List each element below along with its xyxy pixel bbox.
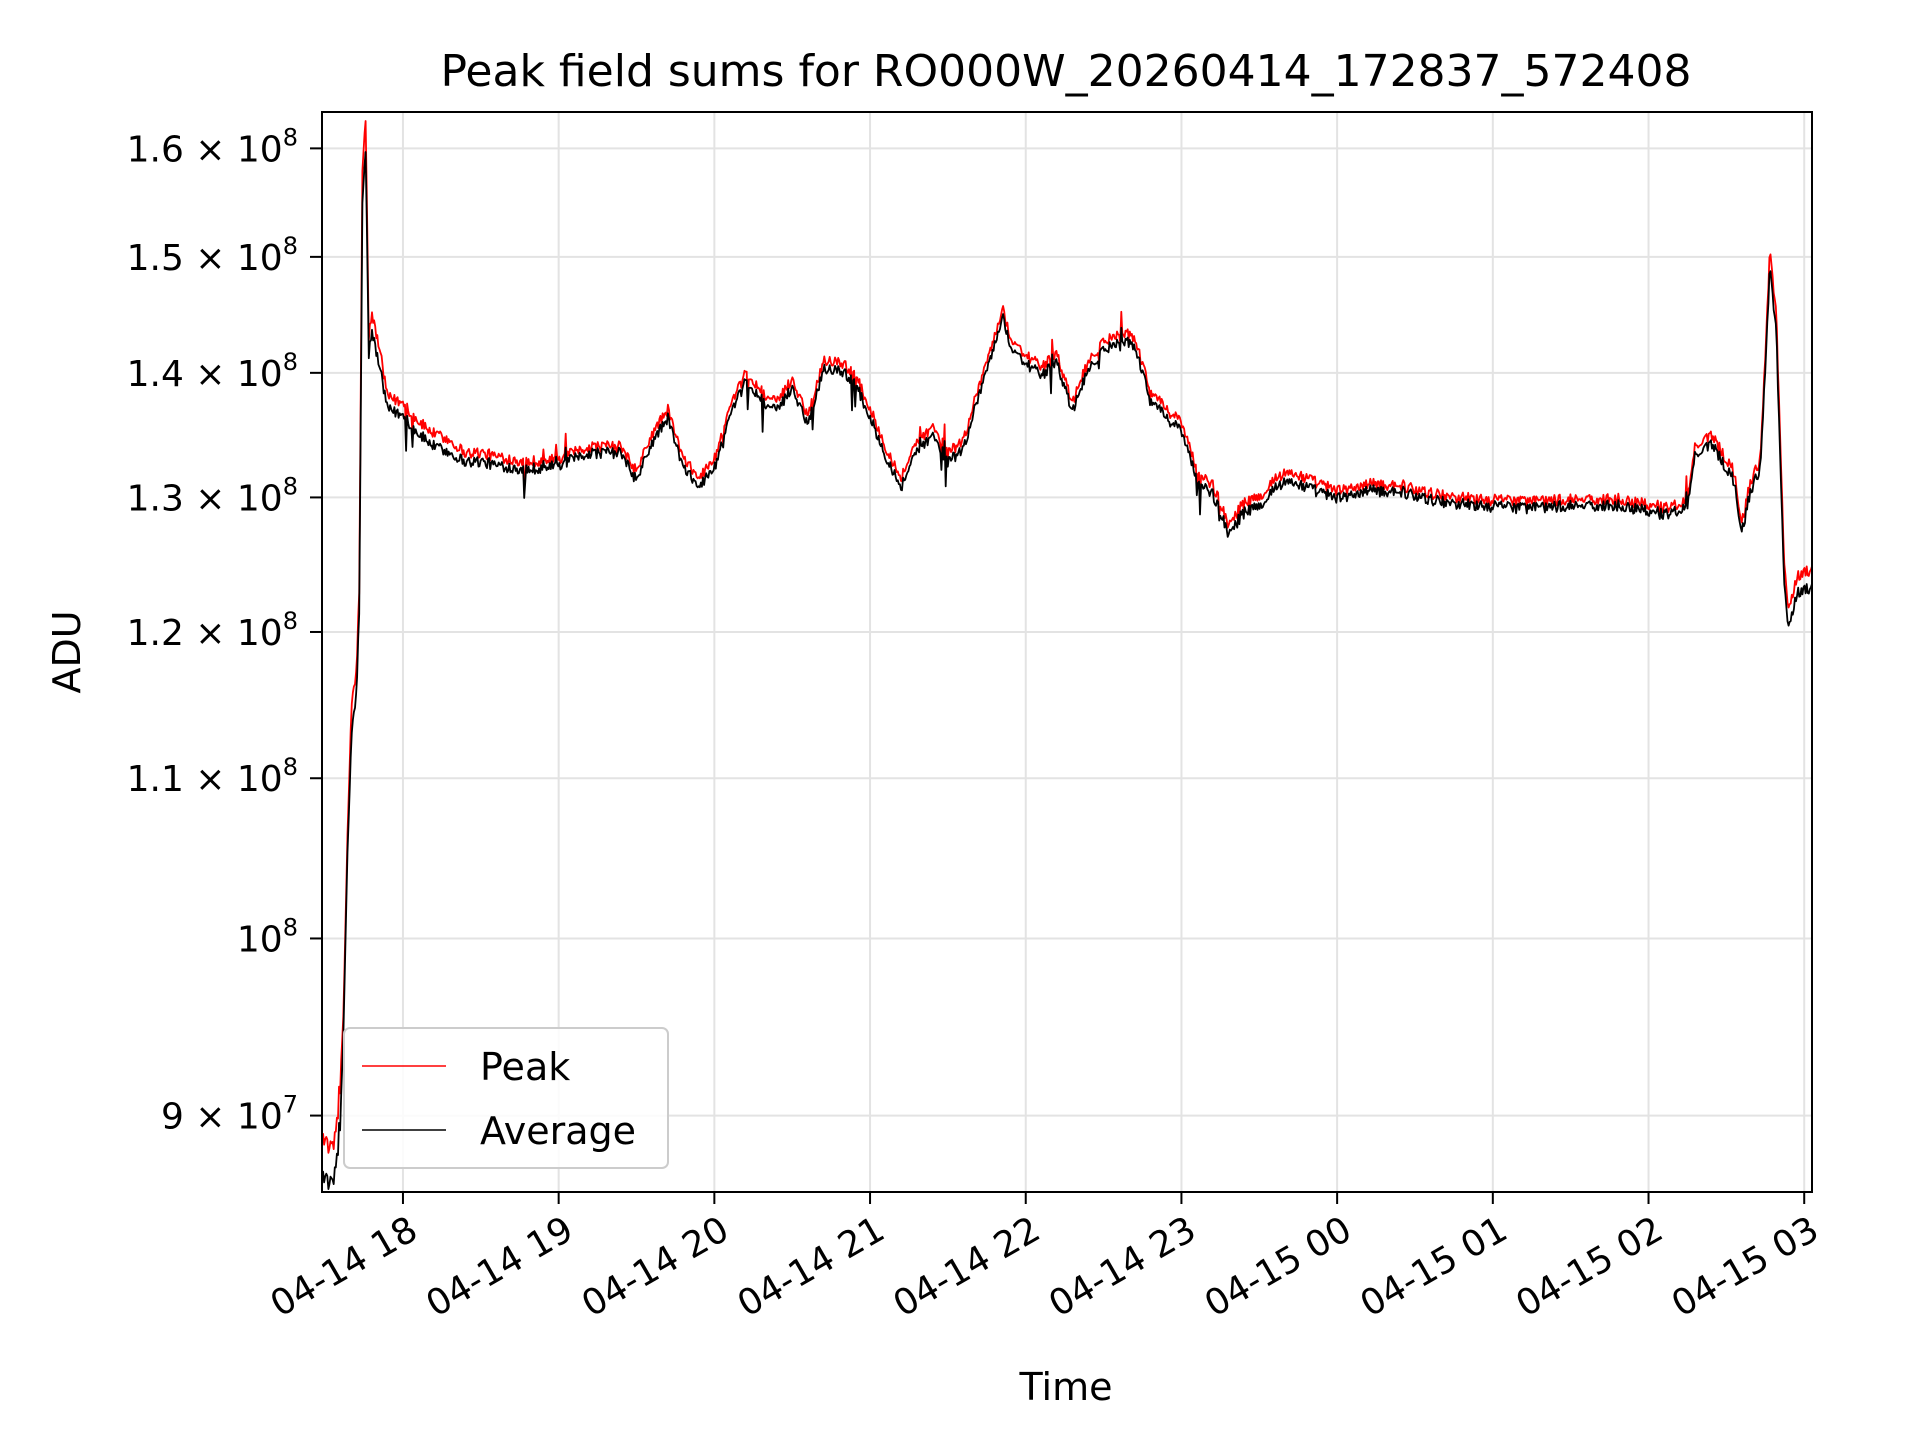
y-tick-exponent: 8 <box>283 913 298 941</box>
y-tick-mantissa: 9 × 10 <box>161 1097 283 1138</box>
y-tick-mantissa: 1.3 × 10 <box>127 478 283 519</box>
y-tick-mantissa: 1.5 × 10 <box>127 238 283 279</box>
y-tick-label: 1.6 × 108 <box>127 123 298 170</box>
grid <box>322 112 1812 1192</box>
legend-box <box>343 1027 669 1169</box>
legend-label-average: Average <box>480 1109 636 1153</box>
legend: Peak Average <box>343 1027 669 1169</box>
y-tick-exponent: 8 <box>283 232 298 260</box>
y-tick-mantissa: 1.2 × 10 <box>127 613 283 654</box>
y-tick-label: 1.1 × 108 <box>127 753 298 800</box>
y-tick-mantissa: 1.1 × 10 <box>127 759 283 800</box>
y-tick-mantissa: 1.4 × 10 <box>127 354 283 395</box>
y-tick-exponent: 8 <box>283 753 298 781</box>
y-tick-exponent: 7 <box>283 1091 298 1119</box>
y-tick-label: 9 × 107 <box>161 1091 298 1138</box>
y-tick-label: 1.5 × 108 <box>127 232 298 279</box>
series-line-average <box>322 151 1812 1190</box>
y-tick-exponent: 8 <box>283 348 298 376</box>
y-tick-mantissa: 10 <box>237 919 283 960</box>
y-tick-exponent: 8 <box>283 472 298 500</box>
y-tick-label: 1.4 × 108 <box>127 348 298 395</box>
y-tick-mantissa: 1.6 × 10 <box>127 129 283 170</box>
plot-frame <box>321 111 1813 1193</box>
series-line-peak <box>322 120 1812 1154</box>
y-tick-label: 108 <box>237 913 298 960</box>
y-tick-exponent: 8 <box>283 123 298 151</box>
y-axis-label: ADU <box>45 610 89 693</box>
y-tick-label: 1.2 × 108 <box>127 607 298 654</box>
legend-label-peak: Peak <box>480 1045 570 1089</box>
plot-background <box>322 112 1812 1192</box>
chart-title: Peak field sums for RO000W_20260414_1728… <box>440 46 1691 97</box>
y-tick-label: 1.3 × 108 <box>127 472 298 519</box>
series-layer <box>322 120 1812 1190</box>
plot-area <box>321 111 1813 1193</box>
x-axis-label: Time <box>1019 1365 1113 1409</box>
y-tick-exponent: 8 <box>283 607 298 635</box>
